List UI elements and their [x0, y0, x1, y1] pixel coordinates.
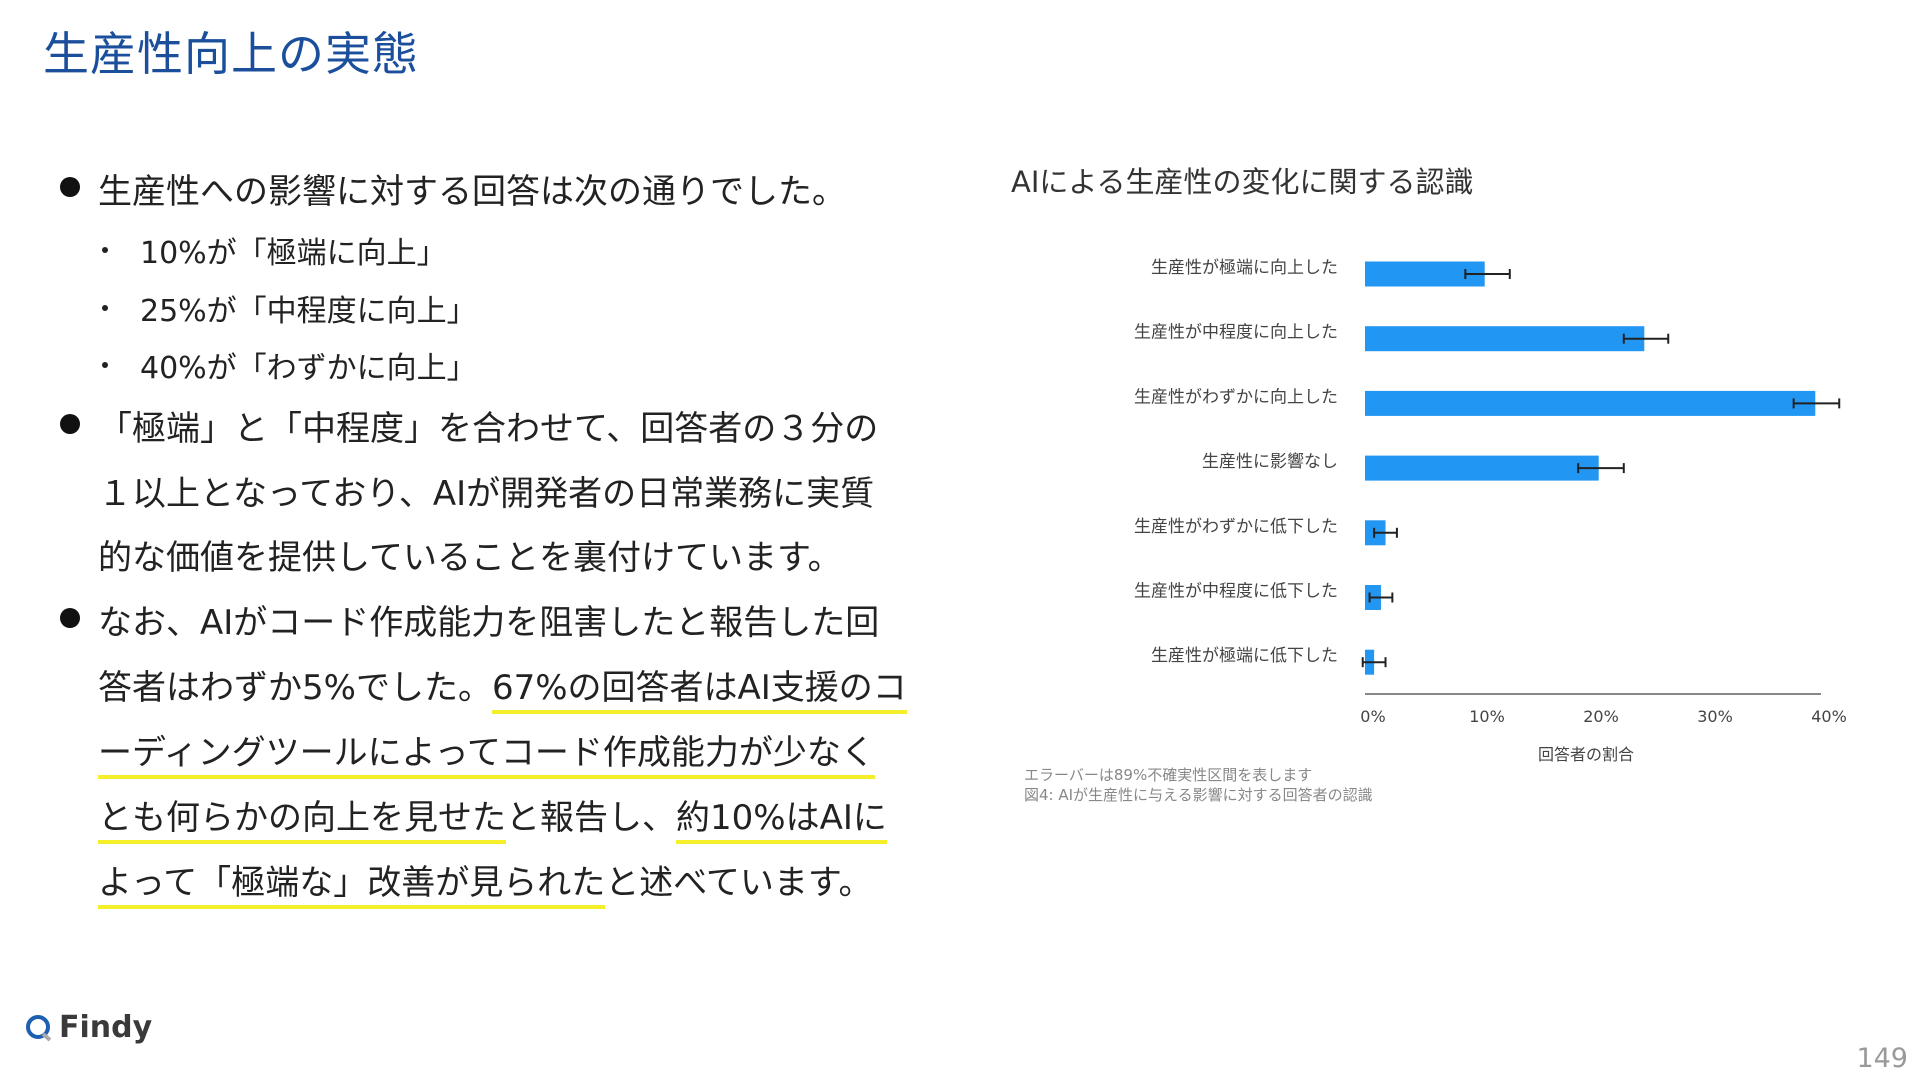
highlighted-text: 67%の回答者はAI支援のコ: [491, 668, 907, 714]
chart-caption: 図4: AIが生産性に与える影響に対する回答者の認識: [1024, 786, 1373, 804]
text-segment: と述べています。: [605, 863, 873, 903]
page-title: 生産性向上の実態: [43, 27, 419, 81]
highlighted-text: よって「極端な」改善が見られた: [98, 863, 606, 909]
bullet-text: １以上となっており、AIが開発者の日常業務に実質: [98, 474, 875, 514]
bullet-icon: [60, 608, 80, 628]
highlighted-text: とも何らかの向上を見せた: [98, 798, 506, 844]
page-number: 149: [1856, 1043, 1908, 1074]
x-tick-label: 40%: [1811, 707, 1847, 726]
chart-title: AIによる生産性の変化に関する認識: [1011, 165, 1474, 199]
x-tick-label: 0%: [1360, 707, 1385, 726]
x-axis-label: 回答者の割合: [1538, 745, 1634, 764]
bar: [1365, 326, 1645, 352]
x-tick-label: 30%: [1697, 707, 1733, 726]
text-segment: 答者はわずか5%でした。: [98, 668, 492, 708]
logo-text: Findy: [59, 1010, 153, 1045]
findy-logo: Findy: [25, 1010, 152, 1045]
category-label: 生産性が極端に低下した: [1151, 646, 1338, 666]
sub-bullet-text: 40%が「わずかに向上」: [140, 351, 477, 386]
category-label: 生産性がわずかに低下した: [1134, 517, 1338, 537]
bullet-icon: [60, 414, 80, 434]
bullet-text: 「極端」と「中程度」を合わせて、回答者の３分の: [98, 409, 879, 449]
bullet-text: なお、AIがコード作成能力を阻害したと報告した回: [98, 603, 880, 643]
sub-bullet-text: 25%が「中程度に向上」: [140, 294, 477, 329]
sub-bullet-icon: [102, 305, 108, 311]
bullet-text: とも何らかの向上を見せたと報告し、約10%はAIに: [98, 790, 887, 844]
text-segment: と報告し、: [506, 798, 676, 838]
sub-bullet-icon: [102, 362, 108, 368]
bullet-text: 答者はわずか5%でした。67%の回答者はAI支援のコ: [98, 660, 907, 714]
x-tick-label: 10%: [1469, 707, 1505, 726]
bullet-icon: [60, 177, 80, 197]
sub-bullet-text: 10%が「極端に向上」: [140, 236, 447, 271]
sub-bullet-icon: [102, 247, 108, 253]
bar: [1365, 390, 1816, 416]
x-tick-label: 20%: [1583, 707, 1619, 726]
bullet-text: 的な価値を提供していることを裏付けています。: [98, 538, 842, 578]
category-label: 生産性が中程度に低下した: [1134, 582, 1338, 602]
category-label: 生産性が中程度に向上した: [1134, 323, 1338, 343]
category-label: 生産性がわずかに向上した: [1134, 387, 1338, 407]
bullet-text: ーディングツールによってコード作成能力が少なく: [98, 725, 875, 779]
category-label: 生産性に影響なし: [1202, 452, 1338, 472]
findy-logo-icon: [26, 1014, 52, 1042]
highlighted-text: ーディングツールによってコード作成能力が少なく: [98, 733, 875, 779]
chart-note: エラーバーは89%不確実性区間を表します: [1024, 766, 1313, 784]
category-label: 生産性が極端に向上した: [1151, 258, 1338, 278]
bar: [1365, 455, 1599, 481]
highlighted-text: 約10%はAIに: [676, 798, 887, 844]
bullet-text: 生産性への影響に対する回答は次の通りでした。: [98, 172, 846, 212]
bullet-text: よって「極端な」改善が見られたと述べています。: [98, 855, 873, 909]
